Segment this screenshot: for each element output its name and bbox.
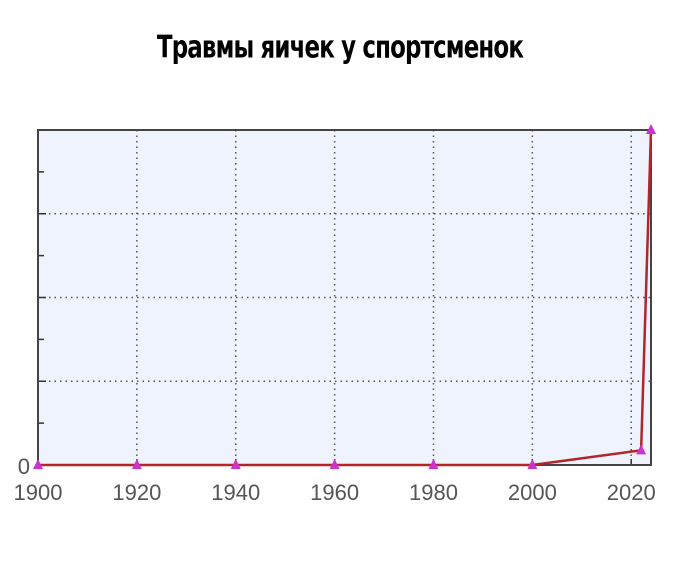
- chart-title: Травмы яичек у спортсменок: [157, 30, 524, 65]
- marker: [428, 459, 439, 469]
- marker: [646, 124, 656, 134]
- plot-area: [38, 130, 651, 465]
- marker: [329, 459, 340, 469]
- x-tick-label: 1920: [112, 480, 161, 505]
- x-tick-label: 1960: [310, 480, 359, 505]
- x-tick-label: 1900: [14, 480, 63, 505]
- marker: [33, 459, 43, 469]
- y-tick-label: 0: [18, 454, 30, 479]
- marker: [230, 459, 241, 469]
- data-line: [38, 129, 653, 467]
- marker: [636, 444, 647, 455]
- x-tick-label: 2020: [607, 480, 656, 505]
- marker: [527, 459, 538, 469]
- x-tick-label: 1980: [409, 480, 458, 505]
- x-tick-label: 2000: [508, 480, 557, 505]
- marker: [131, 459, 142, 469]
- x-tick-label: 1940: [211, 480, 260, 505]
